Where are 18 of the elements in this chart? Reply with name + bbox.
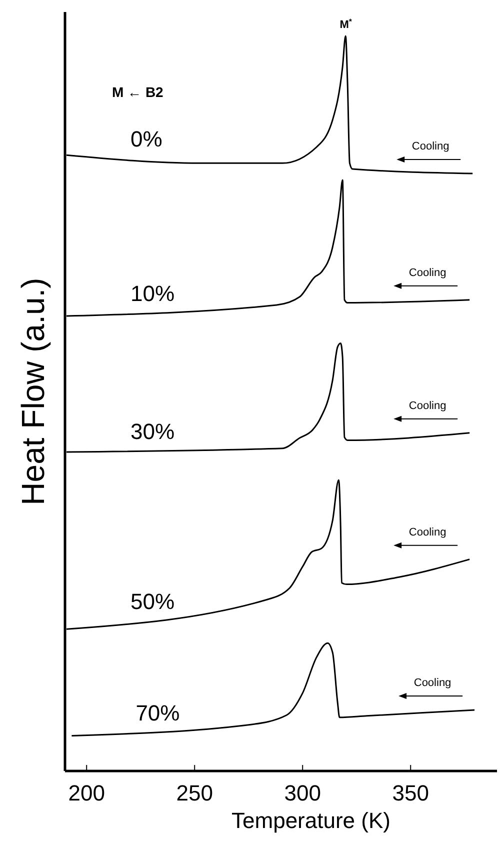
x-tick-label: 250 — [176, 780, 213, 806]
annotation: Cooling — [408, 266, 446, 279]
annotation: Cooling — [412, 140, 450, 152]
annotation: M$^{*}$ — [340, 16, 352, 31]
annotation: Cooling — [408, 526, 446, 538]
x-tick-label: 300 — [284, 780, 321, 806]
x-tick-label: 200 — [68, 780, 105, 806]
series-label: 10% — [130, 281, 175, 306]
x-axis-title: Temperature (K) — [232, 808, 390, 833]
annotation: Cooling — [408, 400, 446, 412]
x-tick-label: 350 — [392, 780, 429, 806]
series-label: 0% — [130, 126, 162, 152]
y-axis-title: Heat Flow (a.u.) — [15, 278, 51, 506]
series-label: 30% — [130, 419, 175, 444]
annotation: Cooling — [414, 676, 452, 689]
series-label: 70% — [136, 700, 180, 726]
series-label: 50% — [130, 589, 175, 614]
annotation: M ← B2 — [112, 84, 164, 100]
